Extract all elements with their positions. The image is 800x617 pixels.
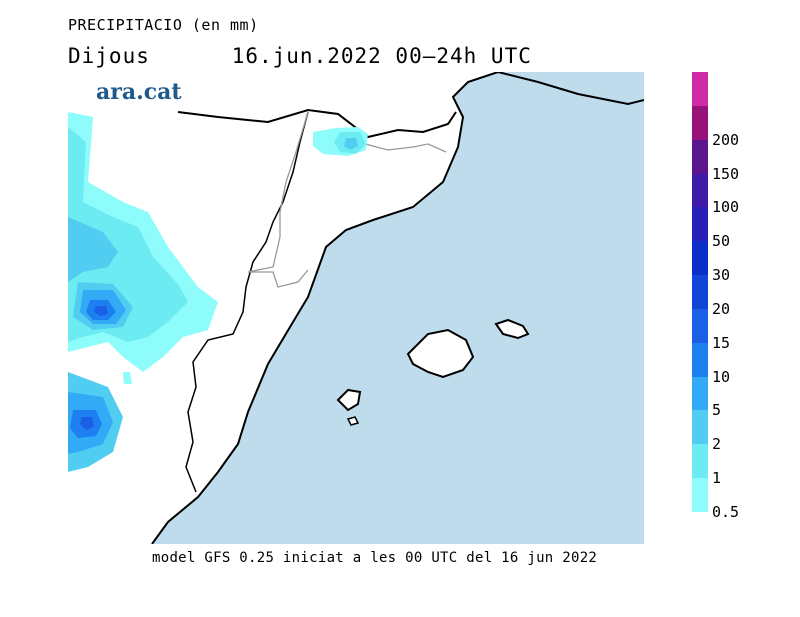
legend-swatch: [692, 72, 708, 106]
map-subtitle: Dijous 16.jun.2022 00–24h UTC: [68, 44, 532, 68]
legend-label: 1: [712, 469, 722, 488]
legend-swatch: [692, 139, 708, 174]
legend-label: 200: [712, 130, 740, 149]
day-label: Dijous: [68, 44, 150, 68]
island-mallorca: [406, 328, 475, 379]
border-pyrenees: [177, 108, 457, 139]
island-menorca: [494, 318, 530, 340]
legend: 0.5 1 2 5 10 15 20 30 50 100 150 200: [692, 72, 782, 520]
legend-label: 0.5: [712, 503, 740, 521]
french-coast: [497, 72, 644, 106]
legend-swatch: [692, 308, 708, 343]
sea-area: [152, 72, 644, 544]
island-ibiza: [336, 388, 362, 412]
coastline: [151, 72, 499, 544]
legend-label: 150: [712, 164, 740, 183]
legend-swatch: [692, 207, 708, 242]
legend-label: 100: [712, 198, 740, 217]
legend-label: 15: [712, 333, 731, 352]
precipitation-field: [68, 112, 368, 472]
legend-swatch: [692, 105, 708, 140]
legend-swatch: [692, 410, 708, 445]
island-formentera: [346, 416, 360, 426]
legend-label: 2: [712, 435, 722, 454]
legend-swatch: [692, 275, 708, 309]
legend-label: 30: [712, 266, 731, 285]
period-label: 16.jun.2022 00–24h UTC: [231, 44, 532, 68]
legend-label: 50: [712, 232, 731, 251]
map-title: PRECIPITACIO (en mm): [68, 16, 259, 34]
province-border-east: [357, 141, 447, 153]
legend-swatch: [692, 173, 708, 208]
border-catalonia-aragon: [185, 111, 309, 493]
legend-label: 5: [712, 401, 722, 420]
legend-label: 20: [712, 299, 731, 318]
legend-swatch: [692, 342, 708, 377]
brand-logo[interactable]: ara.cat: [96, 79, 182, 105]
legend-swatch: [692, 478, 708, 512]
legend-label: 10: [712, 367, 731, 386]
legend-swatch: [692, 241, 708, 276]
legend-swatch: [692, 444, 708, 479]
model-footer: model GFS 0.25 iniciat a les 00 UTC del …: [152, 550, 598, 566]
province-borders: [247, 111, 309, 288]
precipitation-map: [68, 72, 644, 544]
legend-swatch: [692, 376, 708, 411]
